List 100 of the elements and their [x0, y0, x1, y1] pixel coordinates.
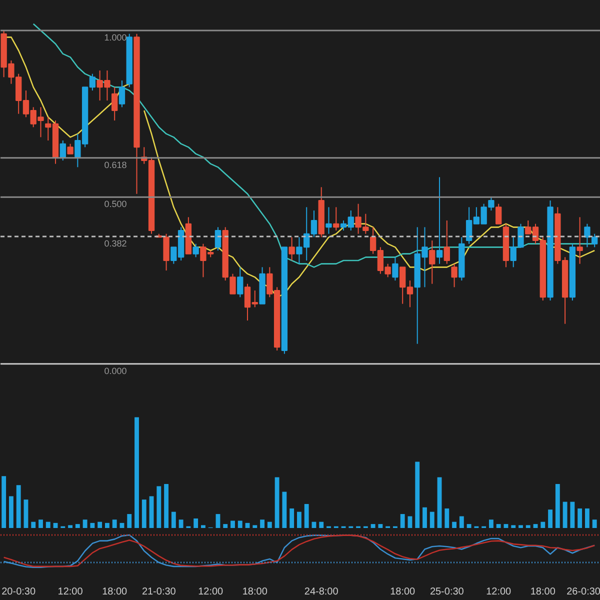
bar	[437, 477, 442, 528]
candlestick	[163, 233, 170, 271]
bar	[540, 522, 546, 528]
bar	[112, 520, 117, 528]
bar	[8, 496, 14, 528]
ref-line-label: 0.382	[104, 238, 127, 248]
bar	[178, 520, 184, 528]
candlestick	[112, 86, 118, 121]
bar	[518, 525, 523, 528]
bar	[238, 520, 242, 528]
bar	[75, 524, 80, 528]
x-tick-label: 18:00	[242, 586, 268, 598]
x-tick-label: 12:00	[198, 586, 224, 598]
bar	[430, 512, 434, 528]
bar	[274, 477, 280, 528]
bar	[216, 514, 220, 528]
bar	[230, 520, 235, 528]
ref-line-label: 1.000	[104, 32, 127, 42]
x-tick-label: 12:00	[486, 586, 512, 598]
x-tick-label: 12:00	[58, 586, 84, 598]
candlestick	[60, 140, 66, 161]
bar	[82, 520, 88, 528]
bar	[24, 500, 28, 528]
bar	[68, 525, 72, 528]
bar	[46, 522, 50, 528]
x-tick-label: 20-0:30	[2, 586, 36, 598]
bar	[444, 508, 450, 528]
bar	[378, 524, 383, 528]
bar	[370, 524, 376, 528]
candlestick	[192, 243, 199, 258]
bar	[555, 484, 560, 528]
bar	[156, 486, 162, 528]
candlestick	[288, 236, 295, 261]
bar	[282, 492, 287, 528]
bar	[296, 512, 302, 528]
bar	[422, 507, 427, 528]
bar	[252, 525, 258, 528]
bar	[319, 522, 324, 528]
bar	[98, 522, 102, 528]
bar	[16, 485, 21, 528]
bar	[466, 524, 472, 528]
ref-line-label: 0.618	[104, 160, 127, 170]
bar	[415, 462, 420, 528]
ref-line-label: 0.000	[104, 366, 127, 376]
candlestick	[392, 256, 398, 281]
bar	[592, 520, 597, 528]
candlestick	[118, 80, 126, 108]
candlestick	[444, 220, 450, 264]
candlestick	[237, 266, 244, 298]
bar	[488, 520, 494, 528]
candlestick	[429, 240, 436, 284]
candlestick	[436, 176, 443, 264]
bar	[578, 508, 582, 528]
candlestick	[584, 223, 590, 248]
candlestick	[67, 143, 74, 154]
bar	[400, 514, 405, 528]
bar	[304, 504, 309, 528]
bar	[562, 502, 568, 528]
bar	[570, 502, 575, 528]
bar	[526, 525, 530, 528]
bar	[496, 524, 501, 528]
x-tick-label: 24-8:00	[304, 586, 339, 598]
bar	[548, 510, 552, 528]
ref-line-label: 0.500	[104, 199, 127, 210]
x-tick-label: 25-0:30	[430, 586, 464, 598]
x-tick-label: 18:00	[102, 586, 128, 598]
bar	[164, 484, 168, 528]
bar	[2, 476, 6, 528]
bar	[504, 524, 508, 528]
bar	[200, 525, 206, 528]
bar	[194, 518, 198, 528]
bar	[31, 522, 36, 528]
bar	[134, 417, 139, 528]
x-tick-label: 21-0:30	[142, 586, 176, 598]
bar	[533, 524, 538, 528]
x-tick-label: 18:00	[530, 586, 556, 598]
bar	[142, 500, 146, 528]
candlestick	[326, 206, 332, 234]
candlestick	[333, 206, 340, 231]
bar	[149, 496, 154, 528]
bar	[38, 520, 43, 528]
candlestick	[496, 203, 502, 224]
bar	[90, 522, 95, 528]
candlestick	[592, 233, 598, 248]
bar	[171, 512, 176, 528]
bar	[290, 508, 294, 528]
bar	[260, 520, 264, 528]
candlestick	[576, 216, 583, 264]
x-tick-label: 18:00	[390, 586, 416, 598]
candlestick	[214, 226, 222, 251]
bar	[452, 522, 456, 528]
bar	[104, 522, 110, 528]
bar	[267, 522, 272, 528]
candlestick	[451, 263, 458, 288]
bar	[223, 524, 228, 528]
bar	[127, 514, 132, 528]
bar	[511, 525, 516, 528]
bar	[459, 516, 464, 528]
bar	[584, 508, 590, 528]
x-tick-label: 26-0:30	[566, 586, 600, 598]
